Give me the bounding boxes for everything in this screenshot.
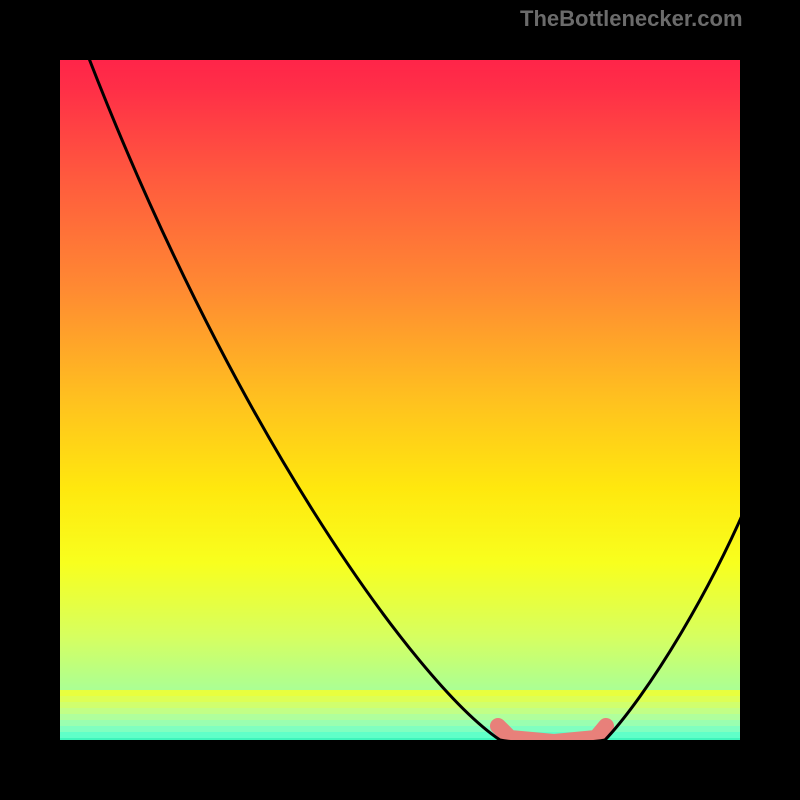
watermark-text: TheBottlenecker.com bbox=[520, 6, 743, 32]
chart-gradient-background bbox=[30, 30, 770, 770]
